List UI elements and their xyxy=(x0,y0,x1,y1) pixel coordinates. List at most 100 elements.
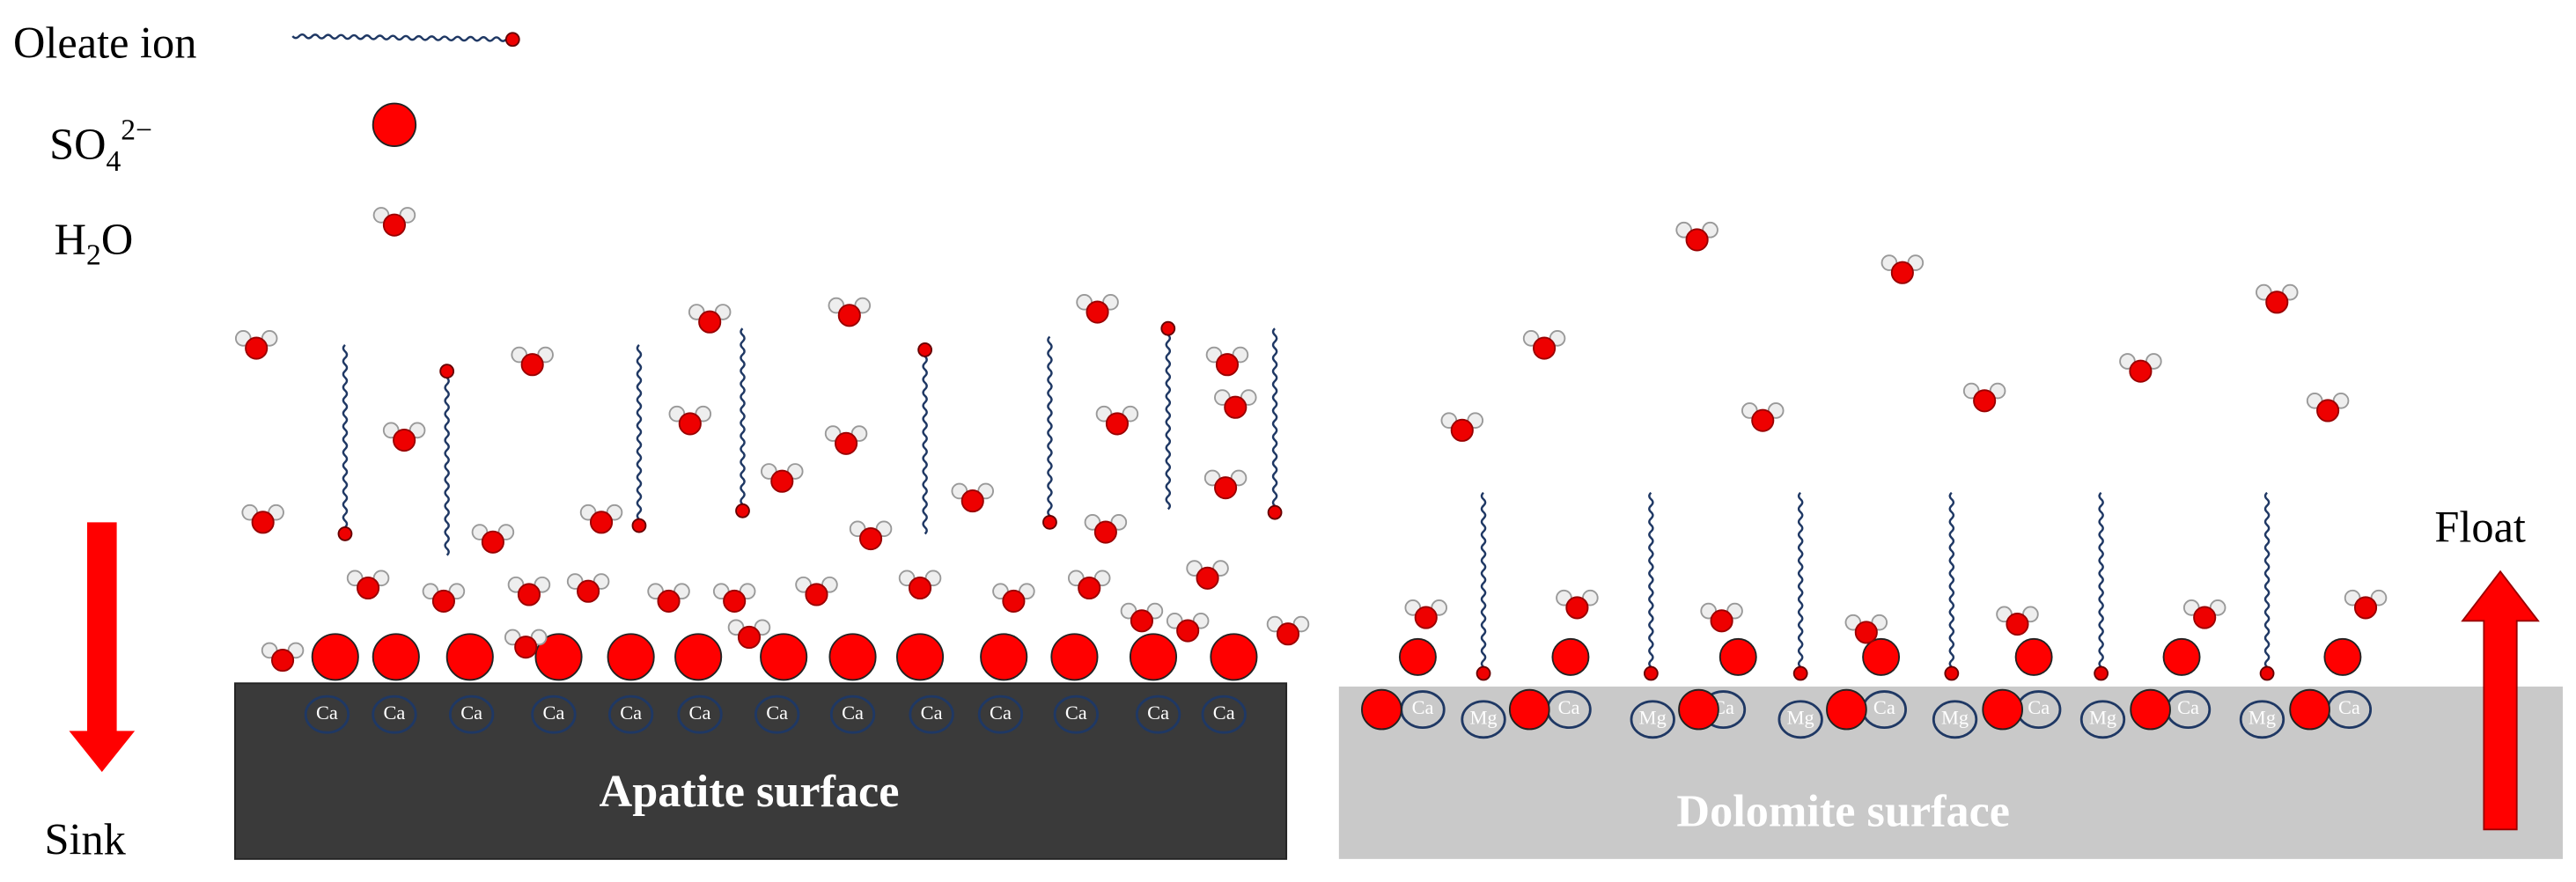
ion-label: Mg xyxy=(2089,706,2116,728)
water-o xyxy=(1214,476,1238,500)
sulfate xyxy=(1129,633,1178,681)
oleate-head xyxy=(1792,665,1808,681)
oleate-chain xyxy=(740,327,746,512)
water-o xyxy=(1751,408,1775,432)
water-o xyxy=(431,589,455,613)
apatite-surface xyxy=(234,682,1288,860)
sulfate xyxy=(828,633,877,681)
sulfate xyxy=(607,633,655,681)
ion-label: Mg xyxy=(1787,706,1814,728)
sulfate xyxy=(534,633,583,681)
sulfate xyxy=(1050,633,1099,681)
water-o xyxy=(1078,576,1101,600)
water-o xyxy=(520,353,544,377)
ion xyxy=(304,695,350,734)
sink-label: Sink xyxy=(44,814,126,864)
sulfate xyxy=(372,633,420,681)
ion-label: Ca xyxy=(620,702,642,724)
ion-label: Ca xyxy=(766,702,788,724)
water-o xyxy=(960,489,984,513)
oleate-head xyxy=(1944,665,1960,681)
sulfate xyxy=(760,633,808,681)
water-o xyxy=(393,429,416,452)
ion xyxy=(829,695,876,734)
oleate-chain xyxy=(1480,491,1487,674)
ion xyxy=(1777,700,1823,739)
oleate-head xyxy=(917,342,933,357)
water-o xyxy=(357,576,380,600)
oleate-head xyxy=(631,518,647,533)
text: SO xyxy=(49,120,106,169)
water-o xyxy=(1086,300,1109,324)
sulfate xyxy=(1551,637,1590,676)
water-o xyxy=(835,431,858,455)
ion-label: Ca xyxy=(1558,696,1580,718)
ion-label: Ca xyxy=(2177,696,2199,718)
water-o xyxy=(1196,566,1219,590)
water-o xyxy=(382,213,406,237)
oleate-chain xyxy=(1047,335,1053,524)
ion-label: Ca xyxy=(689,702,711,724)
oleate-chain xyxy=(636,343,643,526)
ion xyxy=(1053,695,1099,734)
oleate-chain xyxy=(922,349,928,535)
water-o xyxy=(514,636,538,659)
ion-label: Mg xyxy=(2248,706,2276,728)
sulfate xyxy=(895,633,945,681)
water-o xyxy=(1450,418,1474,442)
water-o xyxy=(1414,606,1438,629)
text: 2 xyxy=(86,239,101,271)
water-o xyxy=(2316,399,2340,423)
ion xyxy=(909,695,954,734)
oleate-chain xyxy=(2098,491,2104,674)
water-o xyxy=(1276,622,1300,646)
legend-oleate: Oleate ion xyxy=(13,18,196,67)
ion-label: Ca xyxy=(384,702,406,724)
float-label: Float xyxy=(2434,503,2526,552)
sulfate xyxy=(1862,637,1901,676)
oleate-chain xyxy=(1797,491,1804,674)
ion-label: Ca xyxy=(2338,696,2360,718)
ion xyxy=(1135,695,1181,734)
water-o xyxy=(2353,596,2378,620)
sulfate xyxy=(1719,637,1757,676)
water-o xyxy=(2129,359,2153,383)
float-arrow xyxy=(2461,570,2540,831)
ion-label: Ca xyxy=(543,702,565,724)
oleate-head xyxy=(1643,665,1659,681)
oleate-head xyxy=(504,32,520,48)
ion xyxy=(2239,700,2285,739)
ion-label: Ca xyxy=(1873,696,1895,718)
sulfate xyxy=(445,633,494,681)
water-o xyxy=(1002,589,1026,613)
sulfate xyxy=(1826,688,1867,731)
water-o xyxy=(1854,621,1878,644)
water-o xyxy=(1105,412,1130,436)
water-o xyxy=(1093,520,1117,544)
ion xyxy=(1461,700,1506,739)
oleate-chain xyxy=(1165,327,1172,511)
oleate-head xyxy=(1042,514,1057,530)
apatite-label: Apatite surface xyxy=(600,766,900,817)
ion xyxy=(531,695,577,734)
oleate-head xyxy=(735,503,750,518)
ion xyxy=(677,695,723,734)
oleate-head xyxy=(2094,665,2109,681)
oleate-chain xyxy=(291,33,514,42)
sulfate xyxy=(1678,688,1719,731)
oleate-chain xyxy=(444,370,450,556)
water-o xyxy=(1890,261,1914,284)
legend-water: H2O xyxy=(55,215,134,271)
sulfate xyxy=(2162,637,2201,676)
water-o xyxy=(251,511,275,534)
water-o xyxy=(737,625,762,650)
water-o xyxy=(1130,609,1153,633)
ion xyxy=(607,695,654,734)
sulfate xyxy=(1361,688,1402,731)
water-o xyxy=(723,589,747,613)
dolomite-label: Dolomite surface xyxy=(1676,786,2010,837)
water-o xyxy=(858,526,883,551)
water-o xyxy=(589,511,614,534)
water-o xyxy=(1685,228,1709,252)
